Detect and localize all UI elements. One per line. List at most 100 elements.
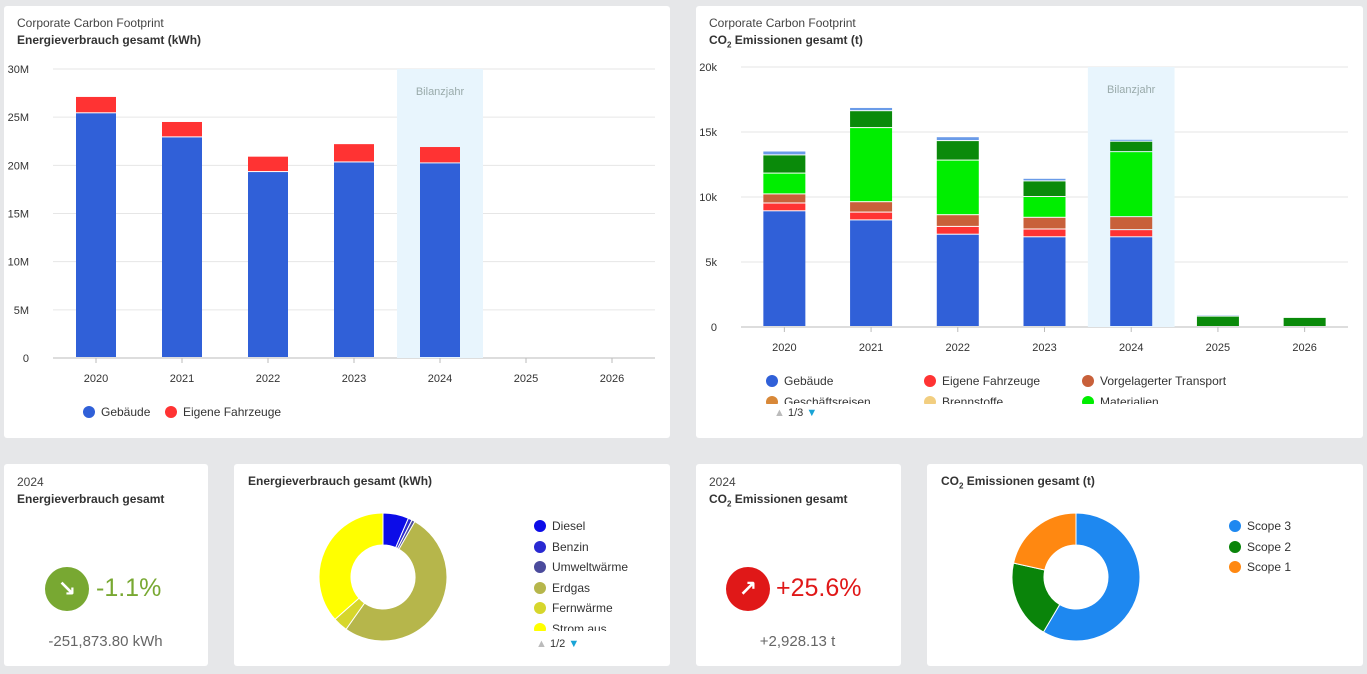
y-tick-label: 25M	[8, 112, 29, 124]
legend-marker	[1082, 396, 1094, 404]
bar-sonstige-2021	[850, 107, 893, 111]
kpi-year: 2024	[709, 475, 736, 489]
legend-item-materialien[interactable]: Materialien	[1082, 395, 1159, 404]
bar-eigene-fahrzeuge-2021	[162, 121, 202, 137]
legend-item-eigene-fahrzeuge[interactable]: Eigene Fahrzeuge	[924, 374, 1040, 388]
x-tick-label: 2024	[428, 373, 452, 385]
energy-bar-chart[interactable]: 0 5M 10M 15M 20M 25M 30M Bilanzjahr 2020 2021 2022…	[4, 6, 670, 438]
bar-vorgelagerter-transport-2023	[1023, 217, 1066, 229]
card-title: Energieverbrauch gesamt (kWh)	[248, 474, 433, 488]
legend-marker	[83, 406, 95, 418]
x-tick-label: 2026	[600, 373, 624, 385]
legend-label: Eigene Fahrzeuge	[942, 374, 1041, 388]
bar-sonstige-2024	[1110, 139, 1153, 141]
energy-donut-chart[interactable]	[234, 464, 670, 666]
bar-vorgelagerter-transport-2020	[763, 194, 806, 203]
page-down-icon[interactable]: ▼	[568, 638, 580, 650]
legend-container: Gebäude Eigene Fahrzeuge Vorgelagerter Tra…	[766, 374, 1326, 404]
bar-vorgelagerter-transport-2022	[936, 215, 979, 226]
kpi-title: Energieverbrauch gesamt	[17, 492, 165, 506]
legend-marker	[165, 406, 177, 418]
bar-vorgelagerter-transport-2024	[1110, 217, 1153, 230]
legend-label: Benzin	[552, 539, 589, 554]
x-tick-label: 2021	[859, 342, 883, 354]
bar-scope-2-2026	[1283, 317, 1326, 326]
kpi-co2-card: 2024 CO2 Emissionen gesamt ↗ +25.6% +2,9…	[696, 464, 901, 666]
slice-scope-3	[1042, 512, 1141, 642]
slice-strom-aus	[318, 512, 384, 621]
legend-label: Scope 2	[1247, 539, 1292, 554]
legend-item-strom-aus[interactable]: Strom aus	[534, 622, 607, 631]
page-down-icon[interactable]: ▼	[806, 407, 818, 419]
bar-gebäude-2020	[76, 113, 116, 358]
legend-marker	[1229, 540, 1241, 553]
legend-label: Materialien	[1100, 395, 1159, 404]
bar-vorgelagerter-transport-2021	[850, 202, 893, 212]
co2-scope-donut-chart[interactable]	[927, 464, 1363, 666]
legend-item-gebäude[interactable]: Gebäude	[766, 374, 833, 388]
bar-materialien-2024	[1110, 152, 1153, 217]
legend-marker	[534, 540, 546, 553]
legend-label: Fernwärme	[552, 601, 613, 615]
x-tick-label: 2024	[1119, 342, 1143, 354]
x-tick-label: 2026	[1292, 342, 1316, 354]
y-tick-label: 20k	[699, 62, 717, 74]
kpi-energy-card: 2024 Energieverbrauch gesamt ↘ -1.1% -25…	[4, 464, 208, 666]
legend-label: Vorgelagerter Transport	[1100, 374, 1227, 388]
legend-item-scope-3[interactable]: Scope 3	[1229, 519, 1291, 533]
page-up-icon[interactable]: ▲	[774, 407, 785, 419]
energy-donut-card: Energieverbrauch gesamt (kWh) Diesel Benz…	[234, 464, 670, 666]
slice-scope-1	[1012, 512, 1077, 571]
x-tick-label: 2020	[772, 342, 796, 354]
legend-label: Diesel	[552, 519, 586, 533]
x-tick-label: 2021	[170, 373, 194, 385]
legend-marker	[534, 622, 546, 631]
legend-label: Scope 1	[1247, 560, 1292, 574]
legend-label: Geschäftsreisen	[784, 395, 871, 404]
bar-scope-2-2020	[763, 155, 806, 173]
bar-eigene-fahrzeuge-2023	[334, 144, 374, 162]
bar-scope-2-2024	[1110, 141, 1153, 152]
card-title: Energieverbrauch gesamt (kWh)	[17, 33, 202, 47]
legend-item-erdgas[interactable]: Erdgas	[534, 581, 590, 595]
bar-eigene-fahrzeuge-2022	[248, 156, 288, 172]
bar-gebäude-2022	[248, 172, 288, 357]
legend-label: Gebäude	[784, 374, 834, 388]
bar-scope-2-2023	[1023, 181, 1066, 196]
bar-gebäude-2022	[936, 234, 979, 326]
reporting-year-label: Bilanzjahr	[1107, 84, 1156, 96]
bar-eigene-fahrzeuge-2021	[850, 212, 893, 220]
kpi-percentage: +25.6%	[776, 574, 862, 602]
y-tick-label: 10k	[699, 192, 717, 204]
legend-label: Scope 3	[1247, 519, 1292, 533]
y-tick-label: 5k	[705, 257, 717, 269]
legend-pager: ▲ 1/3 ▼	[774, 407, 818, 419]
legend-item-benzin[interactable]: Benzin	[534, 540, 589, 554]
legend-item-vorgelagerter-transport[interactable]: Vorgelagerter Transport	[1082, 374, 1226, 388]
page-up-icon[interactable]: ▲	[536, 638, 547, 650]
legend-marker	[534, 581, 546, 594]
legend-item-fernwärme[interactable]: Fernwärme	[534, 601, 613, 615]
legend-pager: ▲ 1/2 ▼	[536, 638, 580, 650]
legend-marker	[766, 375, 778, 387]
legend-item-umweltwärme[interactable]: Umweltwärme	[534, 560, 628, 574]
legend-item-scope-1[interactable]: Scope 1	[1229, 560, 1291, 574]
x-tick-label: 2022	[256, 373, 280, 385]
bar-gebäude-2021	[162, 137, 202, 357]
legend-item-geschäftsreisen[interactable]: Geschäftsreisen	[766, 395, 871, 404]
legend-item-gebäude[interactable]: Gebäude	[83, 405, 150, 419]
legend-item-brennstoffe[interactable]: Brennstoffe	[924, 395, 1003, 404]
legend-marker	[534, 602, 546, 614]
co2-donut-card: CO2 Emissionen gesamt (t) Scope 3 Scope 2…	[927, 464, 1363, 666]
bar-gebäude-2023	[1023, 237, 1066, 326]
reporting-year-label: Bilanzjahr	[416, 86, 465, 98]
legend-item-eigene-fahrzeuge[interactable]: Eigene Fahrzeuge	[165, 405, 281, 419]
bar-materialien-2022	[936, 160, 979, 215]
legend-item-scope-2[interactable]: Scope 2	[1229, 540, 1291, 554]
legend-marker	[924, 396, 936, 404]
y-tick-label: 0	[711, 322, 717, 334]
bar-scope-2-2021	[850, 111, 893, 128]
co2-bar-chart[interactable]: 0 5k 10k 15k 20k Bilanzjahr 2020 2021 2022 2023 20…	[696, 6, 1363, 438]
legend-item-diesel[interactable]: Diesel	[534, 519, 585, 533]
x-tick-label: 2025	[1206, 342, 1230, 354]
